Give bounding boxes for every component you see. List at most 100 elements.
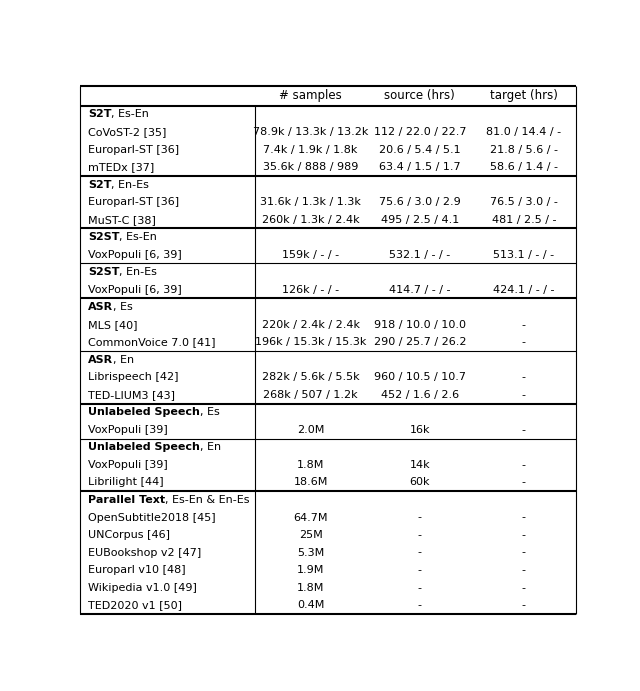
Text: , En-Es: , En-Es <box>111 180 149 189</box>
Text: -: - <box>522 583 526 593</box>
Text: 290 / 25.7 / 26.2: 290 / 25.7 / 26.2 <box>374 337 466 348</box>
Text: Librispeech [42]: Librispeech [42] <box>88 372 179 382</box>
Text: MuST-C [38]: MuST-C [38] <box>88 215 156 225</box>
Text: 64.7M: 64.7M <box>293 513 328 522</box>
Text: Europarl-ST [36]: Europarl-ST [36] <box>88 144 179 155</box>
Text: TED2020 v1 [50]: TED2020 v1 [50] <box>88 600 182 610</box>
Text: 5.3M: 5.3M <box>297 547 324 558</box>
Text: , En: , En <box>113 355 134 365</box>
Text: -: - <box>522 372 526 382</box>
Text: 18.6M: 18.6M <box>294 477 328 487</box>
Text: -: - <box>522 565 526 575</box>
Text: 159k / - / -: 159k / - / - <box>282 249 339 260</box>
Text: 21.8 / 5.6 / -: 21.8 / 5.6 / - <box>490 144 558 155</box>
Text: -: - <box>522 320 526 330</box>
Text: 112 / 22.0 / 22.7: 112 / 22.0 / 22.7 <box>374 127 466 137</box>
Text: -: - <box>418 547 422 558</box>
Text: -: - <box>522 477 526 487</box>
Text: -: - <box>522 547 526 558</box>
Text: 31.6k / 1.3k / 1.3k: 31.6k / 1.3k / 1.3k <box>260 197 361 207</box>
Text: # samples: # samples <box>279 89 342 102</box>
Text: 424.1 / - / -: 424.1 / - / - <box>493 285 555 295</box>
Text: 220k / 2.4k / 2.4k: 220k / 2.4k / 2.4k <box>262 320 360 330</box>
Text: 2.0M: 2.0M <box>297 425 324 435</box>
Text: 16k: 16k <box>410 425 430 435</box>
Text: 20.6 / 5.4 / 5.1: 20.6 / 5.4 / 5.1 <box>379 144 461 155</box>
Text: 513.1 / - / -: 513.1 / - / - <box>493 249 554 260</box>
Text: -: - <box>418 600 422 610</box>
Text: TED-LIUM3 [43]: TED-LIUM3 [43] <box>88 390 175 400</box>
Text: 14k: 14k <box>410 460 430 470</box>
Text: , Es: , Es <box>200 408 220 417</box>
Text: -: - <box>418 565 422 575</box>
Text: Librilight [44]: Librilight [44] <box>88 477 164 487</box>
Text: , En: , En <box>200 442 221 453</box>
Text: 414.7 / - / -: 414.7 / - / - <box>389 285 451 295</box>
Text: , Es: , Es <box>113 302 133 312</box>
Text: VoxPopuli [6, 39]: VoxPopuli [6, 39] <box>88 285 182 295</box>
Text: UNCorpus [46]: UNCorpus [46] <box>88 530 170 540</box>
Text: Unlabeled Speech: Unlabeled Speech <box>88 442 200 453</box>
Text: 78.9k / 13.3k / 13.2k: 78.9k / 13.3k / 13.2k <box>253 127 369 137</box>
Text: -: - <box>522 530 526 540</box>
Text: 960 / 10.5 / 10.7: 960 / 10.5 / 10.7 <box>374 372 466 382</box>
Text: S2ST: S2ST <box>88 267 120 277</box>
Text: 63.4 / 1.5 / 1.7: 63.4 / 1.5 / 1.7 <box>379 162 461 172</box>
Text: -: - <box>522 337 526 348</box>
Text: OpenSubtitle2018 [45]: OpenSubtitle2018 [45] <box>88 513 216 522</box>
Text: 918 / 10.0 / 10.0: 918 / 10.0 / 10.0 <box>374 320 466 330</box>
Text: 0.4M: 0.4M <box>297 600 324 610</box>
Text: 532.1 / - / -: 532.1 / - / - <box>389 249 451 260</box>
Text: S2T: S2T <box>88 180 111 189</box>
Text: 196k / 15.3k / 15.3k: 196k / 15.3k / 15.3k <box>255 337 366 348</box>
Text: -: - <box>522 513 526 522</box>
Text: Wikipedia v1.0 [49]: Wikipedia v1.0 [49] <box>88 583 197 593</box>
Text: mTEDx [37]: mTEDx [37] <box>88 162 154 172</box>
Text: 25M: 25M <box>299 530 323 540</box>
Text: VoxPopuli [6, 39]: VoxPopuli [6, 39] <box>88 249 182 260</box>
Text: 58.6 / 1.4 / -: 58.6 / 1.4 / - <box>490 162 558 172</box>
Text: 75.6 / 3.0 / 2.9: 75.6 / 3.0 / 2.9 <box>379 197 461 207</box>
Text: target (hrs): target (hrs) <box>490 89 558 102</box>
Text: 126k / - / -: 126k / - / - <box>282 285 339 295</box>
Text: -: - <box>418 530 422 540</box>
Text: 35.6k / 888 / 989: 35.6k / 888 / 989 <box>263 162 358 172</box>
Text: VoxPopuli [39]: VoxPopuli [39] <box>88 425 168 435</box>
Text: S2T: S2T <box>88 109 111 120</box>
Text: , Es-En & En-Es: , Es-En & En-Es <box>165 495 250 505</box>
Text: 7.4k / 1.9k / 1.8k: 7.4k / 1.9k / 1.8k <box>264 144 358 155</box>
Text: 1.9M: 1.9M <box>297 565 324 575</box>
Text: 495 / 2.5 / 4.1: 495 / 2.5 / 4.1 <box>381 215 459 225</box>
Text: Unlabeled Speech: Unlabeled Speech <box>88 408 200 417</box>
Text: -: - <box>522 425 526 435</box>
Text: CoVoST-2 [35]: CoVoST-2 [35] <box>88 127 166 137</box>
Text: , En-Es: , En-Es <box>120 267 157 277</box>
Text: -: - <box>418 513 422 522</box>
Text: VoxPopuli [39]: VoxPopuli [39] <box>88 460 168 470</box>
Text: 260k / 1.3k / 2.4k: 260k / 1.3k / 2.4k <box>262 215 360 225</box>
Text: , Es-En: , Es-En <box>111 109 149 120</box>
Text: Europarl v10 [48]: Europarl v10 [48] <box>88 565 186 575</box>
Text: 1.8M: 1.8M <box>297 460 324 470</box>
Text: source (hrs): source (hrs) <box>385 89 455 102</box>
Text: 76.5 / 3.0 / -: 76.5 / 3.0 / - <box>490 197 558 207</box>
Text: ASR: ASR <box>88 302 113 312</box>
Text: ASR: ASR <box>88 355 113 365</box>
Text: -: - <box>522 600 526 610</box>
Text: Parallel Text: Parallel Text <box>88 495 165 505</box>
Text: MLS [40]: MLS [40] <box>88 320 138 330</box>
Text: Europarl-ST [36]: Europarl-ST [36] <box>88 197 179 207</box>
Text: -: - <box>522 460 526 470</box>
Text: 60k: 60k <box>410 477 430 487</box>
Text: CommonVoice 7.0 [41]: CommonVoice 7.0 [41] <box>88 337 216 348</box>
Text: 1.8M: 1.8M <box>297 583 324 593</box>
Text: EUBookshop v2 [47]: EUBookshop v2 [47] <box>88 547 201 558</box>
Text: , Es-En: , Es-En <box>120 232 157 242</box>
Text: 81.0 / 14.4 / -: 81.0 / 14.4 / - <box>486 127 561 137</box>
Text: 282k / 5.6k / 5.5k: 282k / 5.6k / 5.5k <box>262 372 360 382</box>
Text: S2ST: S2ST <box>88 232 120 242</box>
Text: 452 / 1.6 / 2.6: 452 / 1.6 / 2.6 <box>381 390 459 400</box>
Text: -: - <box>418 583 422 593</box>
Text: -: - <box>522 390 526 400</box>
Text: 481 / 2.5 / -: 481 / 2.5 / - <box>492 215 556 225</box>
